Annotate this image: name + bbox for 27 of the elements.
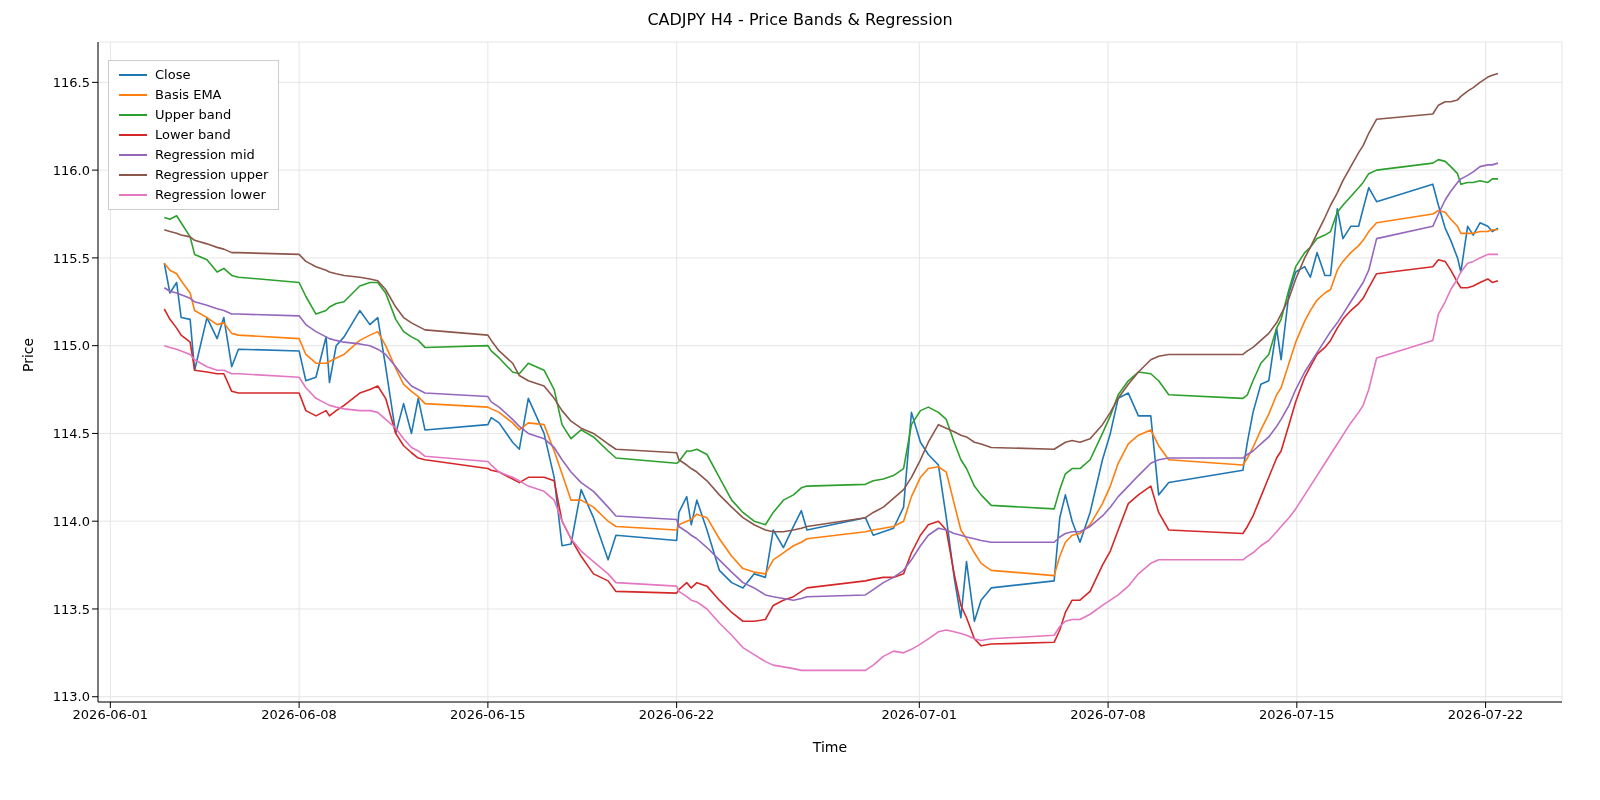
x-axis-title: Time bbox=[811, 739, 848, 755]
legend-label: Upper band bbox=[155, 106, 232, 124]
y-axis-title: Price bbox=[19, 337, 36, 372]
legend-label: Regression lower bbox=[155, 186, 266, 204]
x-tick-label: 2026-07-01 bbox=[881, 707, 958, 723]
y-tick-label: 114.0 bbox=[52, 513, 90, 529]
legend-label: Close bbox=[155, 66, 191, 84]
x-tick-label: 2026-06-01 bbox=[72, 707, 149, 723]
y-tick-label: 116.5 bbox=[52, 74, 90, 90]
x-tick-label: 2026-06-08 bbox=[261, 707, 337, 723]
y-tick-label: 114.5 bbox=[52, 426, 90, 442]
legend-label: Lower band bbox=[155, 126, 231, 144]
legend-label: Regression upper bbox=[155, 166, 269, 184]
line-series bbox=[163, 209, 1499, 577]
x-tick-label: 2026-07-15 bbox=[1259, 707, 1335, 723]
y-tick-label: 115.0 bbox=[52, 338, 90, 354]
y-tick-label: 115.5 bbox=[52, 250, 90, 266]
y-tick-label: 113.5 bbox=[52, 601, 90, 617]
y-tick-label: 116.0 bbox=[52, 162, 90, 178]
x-tick-label: 2026-06-15 bbox=[450, 707, 526, 723]
y-tick-label: 113.0 bbox=[52, 689, 90, 705]
legend-label: Regression mid bbox=[155, 146, 255, 164]
x-tick-label: 2026-06-22 bbox=[638, 707, 715, 723]
chart-title: CADJPY H4 - Price Bands & Regression bbox=[646, 10, 954, 31]
legend-label: Basis EMA bbox=[155, 86, 222, 104]
x-tick-label: 2026-07-22 bbox=[1447, 707, 1524, 723]
x-tick-label: 2026-07-08 bbox=[1070, 707, 1146, 723]
